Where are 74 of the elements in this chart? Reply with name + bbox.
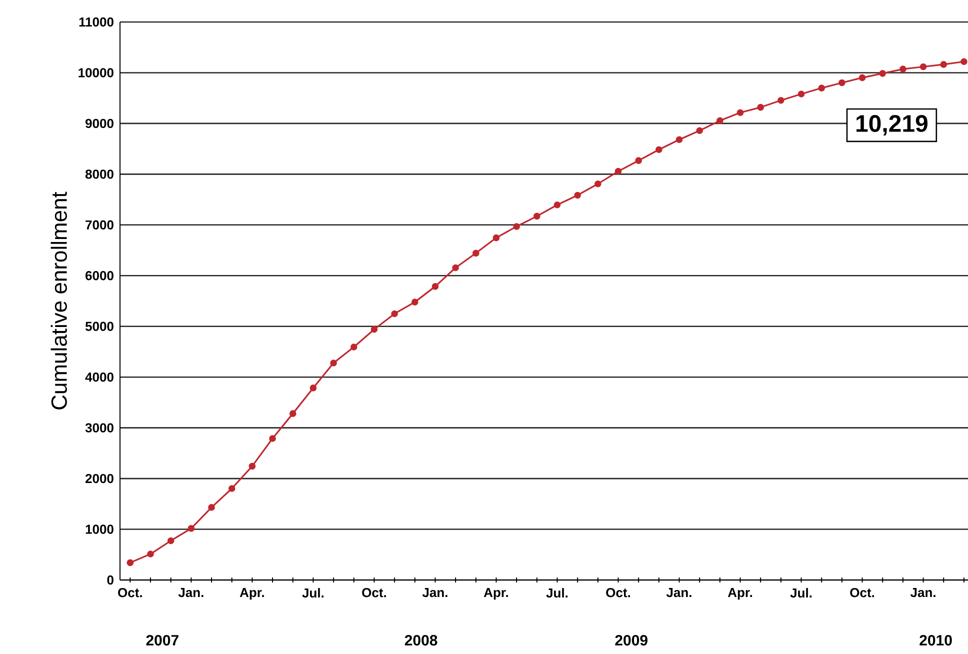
point	[188, 525, 195, 532]
y-tick-label: 10000	[78, 68, 114, 78]
point	[533, 212, 540, 220]
point	[778, 96, 784, 104]
x-tick-label: Oct.	[362, 588, 386, 598]
point	[594, 180, 602, 188]
point	[574, 192, 581, 199]
x-tick-label: Apr.	[240, 588, 264, 600]
point	[838, 79, 846, 86]
point	[656, 146, 662, 154]
point	[228, 485, 236, 492]
y-tick-label: 0	[107, 575, 114, 585]
point	[147, 550, 154, 558]
point	[452, 264, 459, 272]
point	[492, 234, 500, 242]
point	[330, 360, 337, 366]
x-tick-label: Apr.	[484, 588, 508, 600]
x-tick-label: Jan.	[910, 588, 936, 598]
text: 2008	[404, 634, 438, 646]
point	[350, 344, 358, 350]
y-tick-label: 7000	[86, 220, 114, 230]
point	[736, 109, 744, 116]
y-tick-label: 5000	[85, 322, 114, 331]
point	[126, 559, 134, 566]
x-tick-label: Jul.	[790, 588, 812, 598]
point	[208, 504, 215, 511]
x-tick-label: Oct.	[118, 588, 142, 598]
annotation: 10,219	[856, 114, 928, 136]
point	[676, 136, 683, 144]
point	[858, 74, 866, 82]
point	[614, 168, 622, 175]
point	[248, 462, 256, 470]
point	[513, 223, 520, 230]
y-axis-title: Cumulative enrollment	[50, 192, 67, 410]
x-tick-label: Jan.	[422, 588, 448, 598]
point	[167, 537, 174, 544]
y-tick-label: 1000	[86, 524, 114, 534]
point	[940, 61, 948, 68]
point	[879, 70, 886, 77]
point	[818, 84, 825, 92]
y-tick-label: 8000	[85, 170, 114, 179]
point	[269, 435, 276, 442]
text: 2010	[920, 634, 952, 646]
x-tick-label: Jul.	[546, 588, 568, 598]
point	[635, 157, 642, 164]
point	[391, 310, 398, 318]
point	[900, 66, 906, 72]
x-tick-label: Jul.	[302, 588, 324, 598]
point	[920, 63, 927, 70]
y-tick-label: 4000	[85, 372, 114, 382]
text: 2007	[146, 634, 178, 646]
point	[757, 104, 764, 111]
x-tick-label: Jan.	[666, 588, 692, 598]
y-tick-label: 9000	[86, 118, 114, 128]
y-tick-label: 6000	[86, 271, 114, 280]
point	[554, 201, 561, 208]
point	[696, 127, 703, 134]
y-tick-label: 2000	[86, 474, 114, 484]
x-tick-label: Apr.	[728, 588, 752, 600]
point	[432, 283, 439, 290]
y-tick-label: 3000	[85, 423, 114, 432]
x-tick-label: Oct.	[850, 588, 874, 598]
text: 2009	[615, 634, 648, 646]
point	[960, 58, 968, 66]
point	[310, 384, 317, 392]
x-tick-label: Oct.	[606, 588, 630, 598]
y-tick-label: 11000	[79, 17, 114, 27]
point	[798, 90, 805, 98]
point	[716, 117, 724, 124]
point	[411, 298, 418, 306]
x-tick-label: Jan.	[178, 588, 204, 598]
point	[370, 326, 378, 333]
point	[289, 410, 296, 417]
point	[472, 250, 480, 257]
